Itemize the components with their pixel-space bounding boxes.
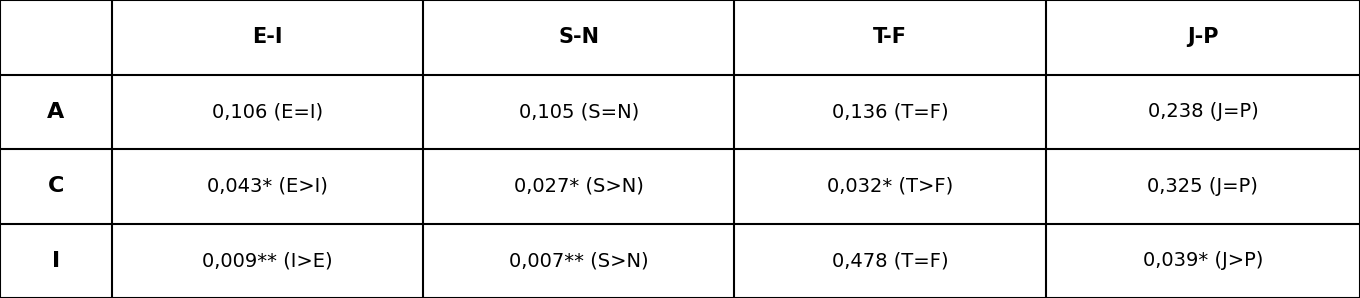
Text: J-P: J-P [1187, 27, 1219, 47]
Text: 0,039* (J>P): 0,039* (J>P) [1142, 251, 1263, 270]
Text: I: I [52, 251, 60, 271]
Text: S-N: S-N [558, 27, 600, 47]
Text: C: C [48, 176, 64, 196]
Text: 0,478 (T=F): 0,478 (T=F) [832, 251, 948, 270]
Text: E-I: E-I [252, 27, 283, 47]
Text: 0,106 (E=I): 0,106 (E=I) [212, 102, 322, 121]
Text: 0,032* (T>F): 0,032* (T>F) [827, 177, 953, 196]
Text: 0,238 (J=P): 0,238 (J=P) [1148, 102, 1258, 121]
Text: 0,325 (J=P): 0,325 (J=P) [1148, 177, 1258, 196]
Text: 0,105 (S=N): 0,105 (S=N) [518, 102, 639, 121]
Text: A: A [48, 102, 64, 122]
Text: 0,009** (I>E): 0,009** (I>E) [201, 251, 333, 270]
Text: 0,043* (E>I): 0,043* (E>I) [207, 177, 328, 196]
Text: 0,027* (S>N): 0,027* (S>N) [514, 177, 643, 196]
Text: 0,007** (S>N): 0,007** (S>N) [509, 251, 649, 270]
Text: 0,136 (T=F): 0,136 (T=F) [832, 102, 948, 121]
Text: T-F: T-F [873, 27, 907, 47]
